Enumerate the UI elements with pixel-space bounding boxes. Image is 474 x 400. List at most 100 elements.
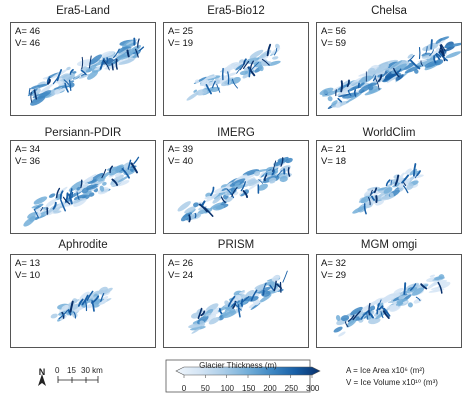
glacier-patch bbox=[35, 208, 44, 212]
glacier-patch bbox=[194, 79, 200, 84]
glacier-patch bbox=[50, 313, 58, 319]
panel-title: MGM omgi bbox=[360, 239, 418, 251]
glacier-tongue bbox=[357, 82, 360, 89]
glacier-tongue bbox=[106, 57, 109, 64]
scale-tick-1: 15 bbox=[67, 366, 76, 375]
glacier-patch bbox=[190, 325, 206, 331]
ice-area-value: A= 39 bbox=[168, 144, 194, 155]
glacier-tongue bbox=[377, 74, 383, 82]
glacier-patch bbox=[429, 274, 436, 278]
glacier-patch bbox=[367, 67, 376, 75]
glacier-tongue bbox=[429, 49, 434, 57]
glacier-patch bbox=[228, 65, 233, 71]
glacier-patch bbox=[205, 192, 219, 202]
panel-stats: A= 32 V= 29 bbox=[321, 258, 346, 282]
panel-title: PRISM bbox=[217, 239, 255, 251]
glacier-tongue bbox=[280, 157, 284, 167]
glacier-patch bbox=[368, 317, 381, 325]
glacier-patch bbox=[235, 63, 245, 71]
glacier-tongue bbox=[52, 201, 57, 210]
glacier-patch bbox=[208, 86, 215, 91]
glacier-patch bbox=[248, 179, 263, 191]
glacier-tongue bbox=[80, 179, 83, 188]
glacier-patch bbox=[433, 280, 448, 285]
glacier-tongue bbox=[198, 203, 208, 213]
glacier-tongue bbox=[370, 189, 373, 196]
glacier-tongue bbox=[47, 78, 51, 85]
glacier-patch bbox=[239, 70, 249, 76]
glacier-patch bbox=[209, 307, 222, 316]
glacier-tongue bbox=[266, 43, 272, 57]
glacier-patch bbox=[74, 182, 89, 194]
glacier-tongue bbox=[371, 195, 375, 201]
colorbar-tick-label: 100 bbox=[220, 384, 235, 393]
glacier-tongue bbox=[231, 301, 237, 308]
map-panel: A= 26 V= 24 bbox=[163, 254, 309, 348]
glacier-patch bbox=[61, 304, 69, 311]
glacier-tongue bbox=[403, 282, 407, 295]
panel-stats: A= 56 V= 59 bbox=[321, 26, 346, 50]
glacier-patch bbox=[110, 174, 124, 186]
glacier-tongue bbox=[56, 187, 61, 199]
glacier-tongue bbox=[380, 311, 384, 319]
glacier-tongue bbox=[58, 309, 68, 320]
glacier-patch bbox=[195, 89, 208, 96]
glacier-tongue bbox=[287, 167, 291, 177]
glacier-patch bbox=[274, 43, 280, 49]
glacier-tongue bbox=[200, 310, 206, 317]
glacier-patch bbox=[188, 212, 202, 220]
colorbar-tick-label: 250 bbox=[284, 384, 299, 393]
glacier-patch bbox=[101, 287, 113, 295]
glacier-patch bbox=[96, 289, 104, 295]
glacier-patch bbox=[248, 178, 262, 187]
ice-volume-value: V= 18 bbox=[321, 156, 347, 167]
glacier-patch bbox=[244, 67, 249, 72]
glacier-patch bbox=[415, 58, 435, 68]
glacier-patch bbox=[339, 85, 354, 96]
ice-volume-value: V= 40 bbox=[168, 156, 194, 167]
glacier-tongue bbox=[430, 39, 433, 50]
glacier-map bbox=[319, 36, 461, 109]
glacier-tongue bbox=[372, 75, 377, 82]
glacier-tongue bbox=[67, 193, 73, 205]
glacier-patch bbox=[79, 291, 91, 301]
glacier-patch bbox=[378, 196, 389, 200]
area-definition: A = Ice Area x10⁶ (m²) bbox=[346, 366, 425, 375]
colorbar-title: Glacier Thickness (m) bbox=[199, 361, 277, 370]
glacier-tongue bbox=[211, 80, 216, 89]
glacier-tongue bbox=[261, 58, 270, 66]
glacier-tongue bbox=[239, 60, 245, 71]
glacier-tongue bbox=[130, 162, 138, 174]
glacier-patch bbox=[89, 172, 104, 183]
glacier-tongue bbox=[378, 305, 384, 311]
glacier-patch bbox=[224, 300, 230, 306]
map-panel: A= 21 V= 18 bbox=[316, 140, 462, 234]
glacier-patch bbox=[254, 284, 266, 290]
glacier-tongue bbox=[240, 181, 246, 192]
glacier-tongue bbox=[437, 281, 443, 294]
glacier-tongue bbox=[262, 289, 265, 296]
glacier-patch bbox=[205, 75, 217, 80]
glacier-patch bbox=[352, 205, 366, 214]
ice-area-value: A= 25 bbox=[168, 26, 194, 37]
colorbar-tick-label: 300 bbox=[306, 384, 320, 393]
ice-area-value: A= 56 bbox=[321, 26, 347, 37]
glacier-patch bbox=[258, 65, 264, 72]
scale-tick-0: 0 bbox=[55, 366, 60, 375]
glacier-tongue bbox=[347, 314, 355, 322]
glacier-patch bbox=[383, 292, 401, 301]
panel-stats: A= 34 V= 36 bbox=[15, 144, 40, 168]
glacier-tongue bbox=[113, 48, 120, 59]
glacier-tongue bbox=[282, 270, 288, 283]
glacier-map bbox=[27, 37, 145, 106]
glacier-tongue bbox=[441, 50, 444, 58]
panel-stats: A= 39 V= 40 bbox=[168, 144, 193, 168]
glacier-patch bbox=[188, 323, 204, 329]
glacier-patch bbox=[85, 190, 92, 196]
glacier-patch bbox=[279, 175, 288, 183]
glacier-patch bbox=[388, 59, 406, 72]
glacier-patch bbox=[102, 181, 107, 186]
glacier-tongue bbox=[345, 321, 349, 328]
glacier-patch bbox=[369, 305, 376, 311]
glacier-tongue bbox=[81, 56, 84, 70]
